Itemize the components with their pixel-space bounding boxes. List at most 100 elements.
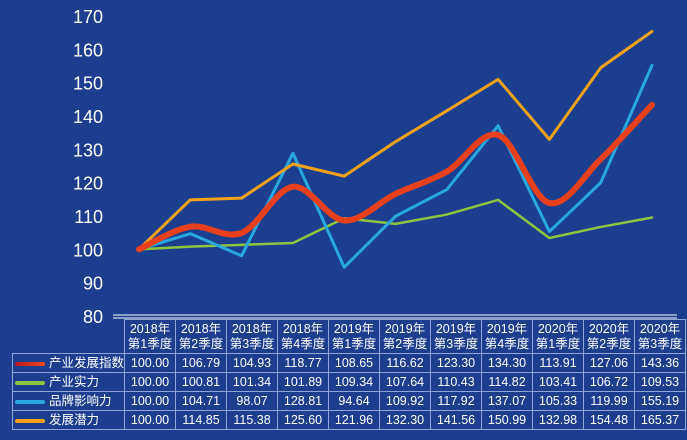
data-label: 100.00 [124,372,177,392]
data-label: 105.33 [532,391,585,411]
data-label: 132.98 [532,410,585,430]
data-label: 128.81 [277,391,330,411]
data-label: 132.30 [379,410,432,430]
legend-swatch [15,380,45,385]
data-label: 100.81 [175,372,228,392]
legend-entry: 产业发展指数 [11,353,126,373]
quarter-label: 第1季度 [127,336,173,351]
legend-swatch [15,418,45,423]
y-tick-label: 110 [74,207,103,227]
y-tick-label: 140 [73,107,103,127]
legend-swatch [15,399,45,404]
data-label: 101.34 [226,372,279,392]
x-category-label: 2020年 第2季度 [583,319,636,354]
year-label: 2019年 [384,321,426,336]
quarter-label: 第1季度 [535,336,581,351]
data-label: 117.92 [430,391,483,411]
year-label: 2020年 [639,321,681,336]
y-tick-label: 130 [73,140,103,160]
data-label: 109.34 [328,372,381,392]
data-label: 100.00 [124,391,177,411]
data-label: 116.62 [379,353,432,373]
legend-entry: 发展潜力 [11,410,126,430]
data-label: 109.53 [634,372,687,392]
data-label: 109.92 [379,391,432,411]
data-label: 150.99 [481,410,534,430]
x-category-label: 2019年 第1季度 [328,319,381,354]
table-row: 品牌影响力 100.00 104.71 98.07 128.81 94.64 109.92 1… [11,391,687,411]
data-label: 154.48 [583,410,636,430]
data-label: 104.93 [226,353,279,373]
legend-label: 产业实力 [49,375,100,389]
data-label: 143.36 [634,353,687,373]
data-label: 141.56 [430,410,483,430]
year-label: 2018年 [129,321,171,336]
x-category-label: 2018年 第4季度 [277,319,330,354]
legend-label: 产业发展指数 [49,356,125,370]
data-label: 103.41 [532,372,585,392]
x-category-label: 2020年 第1季度 [532,319,585,354]
data-label: 118.77 [277,353,330,373]
quarter-label: 第3季度 [229,336,275,351]
y-tick-label: 80 [83,307,103,327]
data-label: 106.79 [175,353,228,373]
y-tick-label: 150 [73,74,103,94]
quarter-label: 第3季度 [433,336,479,351]
series-line-0 [136,101,655,253]
data-label: 137.07 [481,391,534,411]
data-label: 100.00 [124,410,177,430]
y-tick-label: 170 [73,7,103,27]
year-label: 2019年 [333,321,375,336]
data-label: 119.99 [583,391,636,411]
data-label: 127.06 [583,353,636,373]
quarter-label: 第3季度 [637,336,683,351]
year-label: 2018年 [180,321,222,336]
x-category-label: 2018年 第2季度 [175,319,228,354]
year-label: 2019年 [486,321,528,336]
quarter-label: 第2季度 [178,336,224,351]
data-label: 165.37 [634,410,687,430]
table-corner [13,320,125,354]
x-category-label: 2018年 第1季度 [124,319,177,354]
year-label: 2019年 [435,321,477,336]
year-label: 2020年 [537,321,579,336]
data-label: 125.60 [277,410,330,430]
data-label: 134.30 [481,353,534,373]
legend-label: 品牌影响力 [49,394,112,408]
x-category-label: 2020年 第3季度 [634,319,687,354]
data-table: 2018年 第1季度 2018年 第2季度 2018年 第3季度 2018年 第4季度 2019… [11,319,687,430]
y-tick-label: 160 [73,40,103,60]
year-label: 2020年 [588,321,630,336]
x-category-label: 2019年 第3季度 [430,319,483,354]
data-label: 94.64 [328,391,381,411]
legend-swatch [15,361,45,366]
data-label: 123.30 [430,353,483,373]
data-label: 100.00 [124,353,177,373]
series-line-2 [137,63,654,269]
data-label: 104.71 [175,391,228,411]
data-label: 114.85 [175,410,228,430]
data-label: 113.91 [532,353,585,373]
year-label: 2018年 [231,321,273,336]
data-label: 155.19 [634,391,687,411]
quarter-label: 第1季度 [331,336,377,351]
data-label: 106.72 [583,372,636,392]
quarter-label: 第2季度 [382,336,428,351]
data-label: 108.65 [328,353,381,373]
data-label: 98.07 [226,391,279,411]
table-row: 产业实力 100.00 100.81 101.34 101.89 109.34 107.64… [11,372,687,392]
quarter-label: 第2季度 [586,336,632,351]
legend-entry: 产业实力 [11,372,126,392]
legend-label: 发展潜力 [49,413,100,427]
data-label: 101.89 [277,372,330,392]
data-label: 107.64 [379,372,432,392]
table-row: 产业发展指数 100.00 106.79 104.93 118.77 108.65 116.… [11,353,687,373]
x-category-label: 2019年 第2季度 [379,319,432,354]
x-category-label: 2018年 第3季度 [226,319,279,354]
year-label: 2018年 [282,321,324,336]
y-tick-label: 100 [73,240,103,260]
quarter-label: 第4季度 [280,336,326,351]
y-tick-label: 90 [83,274,103,294]
quarter-label: 第4季度 [484,336,530,351]
